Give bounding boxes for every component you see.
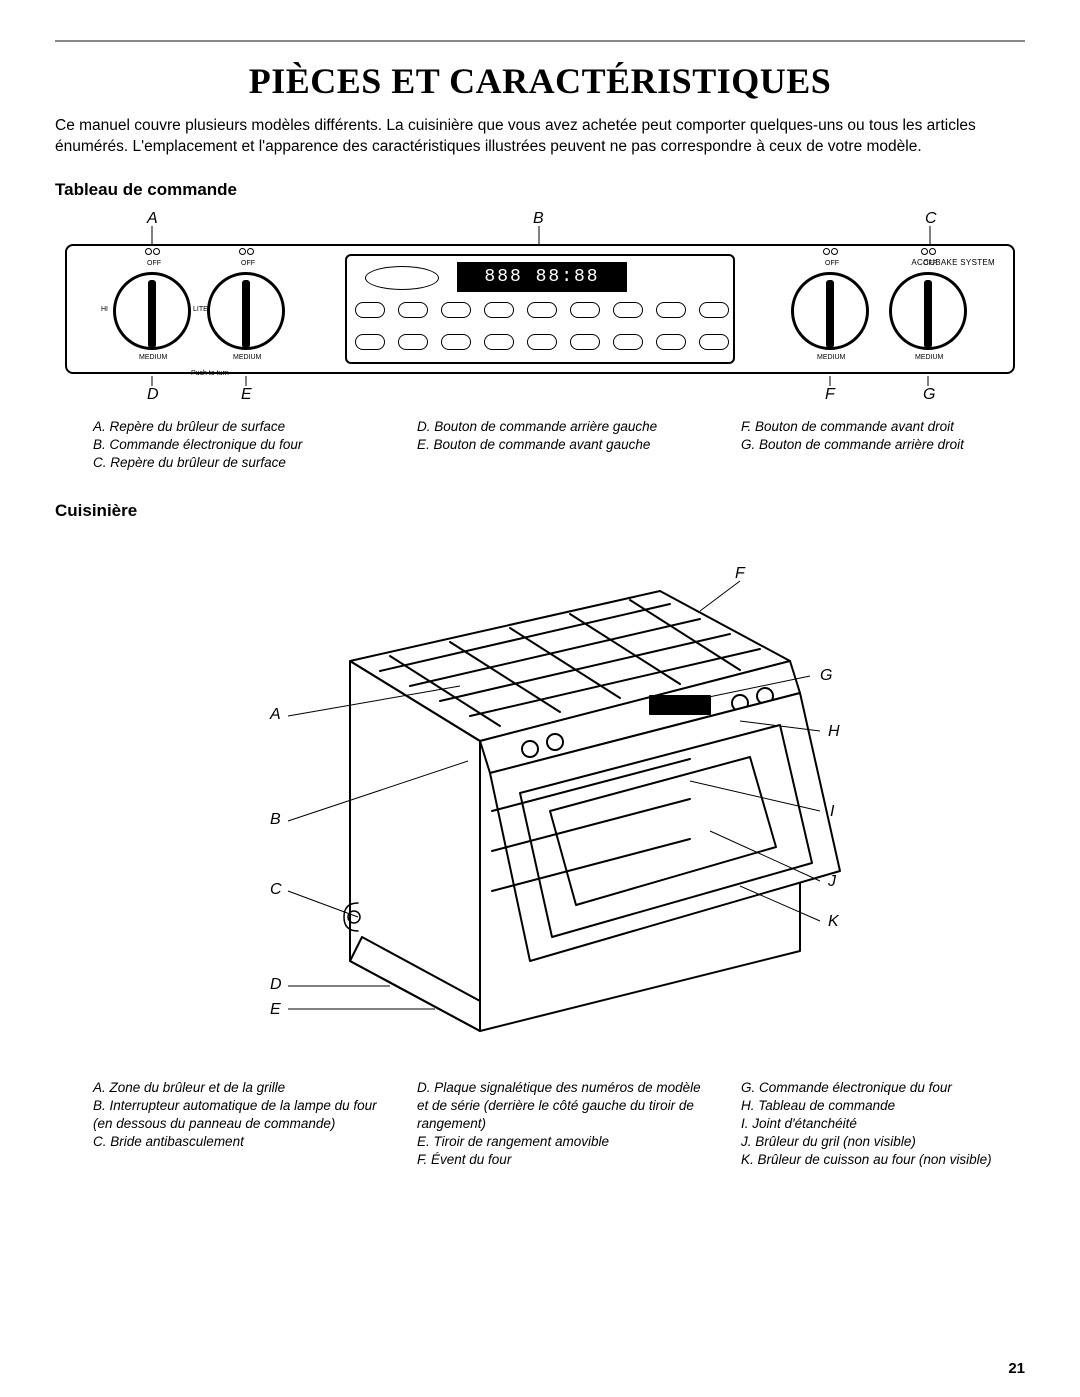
legend-item: E. Tiroir de rangement amovible xyxy=(417,1133,701,1151)
heading-range: Cuisinière xyxy=(55,501,1025,521)
callout-G: G xyxy=(820,667,832,685)
legend-item: D. Plaque signalétique des numéros de mo… xyxy=(417,1079,701,1134)
panel-button xyxy=(613,334,643,350)
push-label: Push to turn xyxy=(191,370,229,377)
panel-button xyxy=(527,334,557,350)
panel-button xyxy=(699,334,729,350)
panel-button xyxy=(699,302,729,318)
legend-item: C. Bride antibasculement xyxy=(93,1133,377,1151)
figure-range: A B C D E F G H I J K xyxy=(180,531,900,1071)
panel-button xyxy=(656,302,686,318)
accubake-label: ACCUBAKE SYSTEM xyxy=(911,258,995,267)
figure-control-panel: A B C D E F G OFF MEDIUM HI LITE OFF MED… xyxy=(55,210,1025,410)
legend-item: G. Bouton de commande arrière droit xyxy=(741,436,1025,454)
panel-button xyxy=(484,334,514,350)
panel-button xyxy=(527,302,557,318)
callout-H: H xyxy=(828,723,840,741)
legend-item: A. Repère du brûleur de surface xyxy=(93,418,377,436)
intro-paragraph: Ce manuel couvre plusieurs modèles diffé… xyxy=(55,116,1025,158)
callout-F: F xyxy=(735,565,745,583)
panel-button xyxy=(441,334,471,350)
panel-button xyxy=(355,302,385,318)
panel-button xyxy=(355,334,385,350)
callout-I: I xyxy=(830,803,834,821)
legend-item: I. Joint d'étanchéité xyxy=(741,1115,1025,1133)
page-number: 21 xyxy=(1008,1360,1025,1377)
knob-rear-right: OFF MEDIUM xyxy=(889,272,967,350)
legend-item: D. Bouton de commande arrière gauche xyxy=(417,418,701,436)
brand-logo xyxy=(365,266,439,290)
legend-control-panel: A. Repère du brûleur de surface B. Comma… xyxy=(93,418,1025,473)
legend-item: F. Bouton de commande avant droit xyxy=(741,418,1025,436)
panel-button xyxy=(398,302,428,318)
knob-front-left: OFF MEDIUM xyxy=(207,272,285,350)
panel-button xyxy=(484,302,514,318)
legend-item: G. Commande électronique du four xyxy=(741,1079,1025,1097)
panel-button xyxy=(613,302,643,318)
legend-item: B. Interrupteur automatique de la lampe … xyxy=(93,1097,377,1133)
legend-item: F. Évent du four xyxy=(417,1151,701,1169)
page-title: PIÈCES ET CARACTÉRISTIQUES xyxy=(55,60,1025,102)
legend-range: A. Zone du brûleur et de la grille B. In… xyxy=(93,1079,1025,1170)
electronic-oven-control: 888 88:88 xyxy=(345,254,735,364)
legend-item: K. Brûleur de cuisson au four (non visib… xyxy=(741,1151,1025,1169)
oven-display: 888 88:88 xyxy=(457,262,627,292)
legend-item: C. Repère du brûleur de surface xyxy=(93,454,377,472)
panel-button xyxy=(570,302,600,318)
range-drawing xyxy=(180,531,900,1071)
top-rule xyxy=(55,40,1025,42)
callout-A: A xyxy=(270,706,281,724)
legend-item: A. Zone du brûleur et de la grille xyxy=(93,1079,377,1097)
callout-K: K xyxy=(828,913,839,931)
legend-item: E. Bouton de commande avant gauche xyxy=(417,436,701,454)
callout-C: C xyxy=(270,881,282,899)
callout-J: J xyxy=(828,873,836,891)
panel-button xyxy=(656,334,686,350)
legend-item: J. Brûleur du gril (non visible) xyxy=(741,1133,1025,1151)
panel-button xyxy=(570,334,600,350)
knob-front-right: OFF MEDIUM xyxy=(791,272,869,350)
legend-item: H. Tableau de commande xyxy=(741,1097,1025,1115)
panel-button xyxy=(398,334,428,350)
knob-rear-left: OFF MEDIUM HI LITE xyxy=(113,272,191,350)
callout-D: D xyxy=(270,976,282,994)
legend-item: B. Commande électronique du four xyxy=(93,436,377,454)
heading-control-panel: Tableau de commande xyxy=(55,180,1025,200)
callout-E: E xyxy=(270,1001,281,1019)
callout-B: B xyxy=(270,811,281,829)
panel-button xyxy=(441,302,471,318)
